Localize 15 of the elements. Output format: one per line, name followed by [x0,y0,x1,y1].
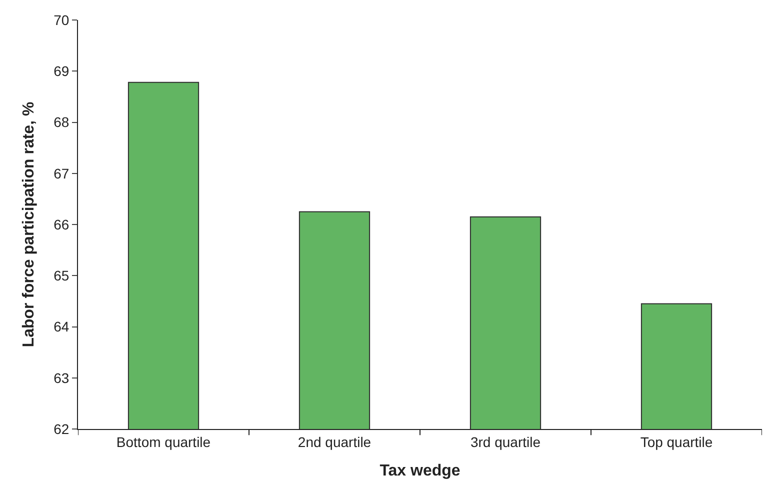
y-tick-label: 62 [54,420,70,437]
x-tick-label: Top quartile [640,434,713,450]
y-tick-label: 70 [54,12,70,28]
y-axis-title: Labor force participation rate, % [20,102,38,348]
y-tick-label: 64 [54,318,70,335]
y-tick-label: 63 [54,370,70,386]
x-axis-title: Tax wedge [380,462,460,480]
y-tick-label: 68 [54,114,70,130]
x-tick-label: 2nd quartile [298,434,372,450]
x-tick-label: Bottom quartile [116,434,211,450]
y-tick-label: 66 [54,216,70,232]
y-tick-label: 69 [54,63,70,80]
y-tick-label: 67 [54,165,70,182]
y-tick-label: 65 [54,268,70,284]
x-tick-label: 3rd quartile [470,434,541,450]
